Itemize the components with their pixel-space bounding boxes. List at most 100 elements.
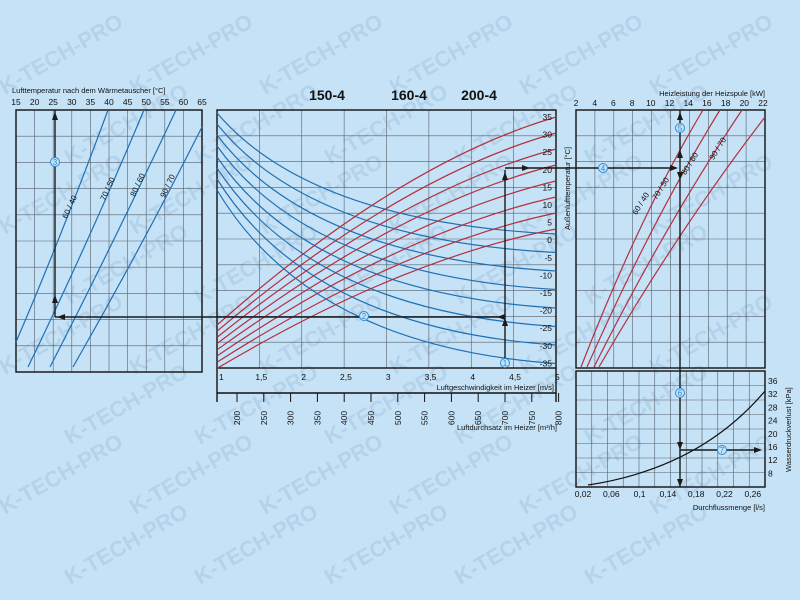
arrow-up bbox=[502, 318, 508, 326]
blue-curve--25 bbox=[216, 167, 557, 328]
blue-curve--5 bbox=[216, 123, 557, 254]
pressure-tick: 20 bbox=[768, 429, 778, 439]
step-marker-number: 1 bbox=[503, 359, 508, 368]
airflow-tick: 550 bbox=[420, 411, 430, 425]
flow-tick: 0,02 bbox=[575, 489, 592, 499]
speed-tick: 5 bbox=[555, 372, 560, 382]
watermark-text: K-TECH-PRO bbox=[645, 289, 777, 380]
left-x-tick: 40 bbox=[104, 97, 114, 107]
step-marker-number: 5 bbox=[678, 124, 683, 133]
kw-tick: 6 bbox=[611, 98, 616, 108]
kw-tick: 12 bbox=[665, 98, 675, 108]
airflow-tick: 800 bbox=[554, 411, 564, 425]
left-x-tick: 65 bbox=[197, 97, 207, 107]
pressure-tick: 16 bbox=[768, 442, 778, 452]
arrow-down bbox=[677, 172, 683, 180]
airflow-tick: 600 bbox=[446, 411, 456, 425]
watermark-text: K-TECH-PRO bbox=[645, 9, 777, 100]
step-marker-circle bbox=[675, 388, 685, 398]
watermark-text: K-TECH-PRO bbox=[515, 429, 647, 520]
temp-tick: -10 bbox=[540, 270, 553, 280]
kw-tick: 4 bbox=[592, 98, 597, 108]
grid-layer bbox=[15, 109, 766, 488]
red-curve-0 bbox=[216, 228, 557, 369]
arrow-left bbox=[57, 314, 65, 320]
left-x-tick: 50 bbox=[141, 97, 151, 107]
speed-tick: 2,5 bbox=[340, 372, 352, 382]
model-header: 160-4 bbox=[391, 87, 427, 103]
watermark-text: K-TECH-PRO bbox=[385, 9, 517, 100]
kw-tick: 10 bbox=[646, 98, 656, 108]
temp-tick: 20 bbox=[543, 165, 553, 175]
arrow-left bbox=[497, 314, 505, 320]
watermark-text: K-TECH-PRO bbox=[385, 429, 517, 520]
pressure-tick: 12 bbox=[768, 455, 778, 465]
speed-tick: 3,5 bbox=[425, 372, 437, 382]
arrow-up bbox=[52, 295, 58, 303]
kw-axis-title: Heizleistung der Heizspule [kW] bbox=[659, 89, 765, 98]
temp-tick: 10 bbox=[543, 200, 553, 210]
arrow-down bbox=[677, 479, 683, 487]
airflow-tick: 250 bbox=[259, 411, 269, 425]
step-marker-circle bbox=[675, 123, 685, 133]
left-x-tick: 35 bbox=[86, 97, 96, 107]
step-marker-number: 4 bbox=[601, 164, 606, 173]
airflow-tick: 450 bbox=[366, 411, 376, 425]
pressure-tick: 24 bbox=[768, 416, 778, 426]
left-curve-90 / 70 bbox=[72, 126, 203, 368]
step-marker-number: 3 bbox=[53, 158, 58, 167]
left-x-tick: 20 bbox=[30, 97, 40, 107]
kw-tick: 16 bbox=[702, 98, 712, 108]
right-panel-frame bbox=[575, 109, 766, 369]
speed-tick: 1,5 bbox=[255, 372, 267, 382]
red-curve-30 bbox=[216, 132, 557, 332]
red-curve-5 bbox=[216, 212, 557, 363]
left-curve-60 / 40 bbox=[15, 109, 109, 343]
red-curve-10 bbox=[216, 196, 557, 357]
watermark-text: K-TECH-PRO bbox=[580, 359, 712, 450]
bottom-panel-frame bbox=[575, 370, 766, 488]
watermark-text: K-TECH-PRO bbox=[580, 219, 712, 310]
airflow-axis-label: Luftdurchsatz im Heizer [m³/h] bbox=[457, 423, 557, 432]
kw-tick: 8 bbox=[630, 98, 635, 108]
arrow-right bbox=[522, 165, 530, 171]
flow-tick: 0,06 bbox=[603, 489, 620, 499]
temp-tick: -35 bbox=[540, 358, 553, 368]
blue-curve--10 bbox=[216, 134, 557, 272]
temp-tick: -15 bbox=[540, 288, 553, 298]
airflow-tick: 700 bbox=[500, 411, 510, 425]
kw-tick: 22 bbox=[758, 98, 768, 108]
temp-tick: 5 bbox=[547, 218, 552, 228]
step-marker-circle bbox=[50, 157, 60, 167]
step-marker-circle bbox=[717, 445, 727, 455]
speed-tick: 3 bbox=[386, 372, 391, 382]
blue-curve--20 bbox=[216, 156, 557, 309]
watermark-text: K-TECH-PRO bbox=[255, 429, 387, 520]
right-curve-label: 90 / 70 bbox=[708, 135, 729, 161]
speed-tick: 4,5 bbox=[509, 372, 521, 382]
arrow-up bbox=[677, 112, 683, 120]
watermark-text: K-TECH-PRO bbox=[580, 499, 712, 590]
temp-tick: -5 bbox=[544, 253, 552, 263]
arrow-right bbox=[670, 165, 678, 171]
temp-tick: 15 bbox=[543, 182, 553, 192]
pressure-tick: 36 bbox=[768, 376, 778, 386]
flow-tick: 0,18 bbox=[688, 489, 705, 499]
example-path-layer: 1 2 3 4 5 6 7 bbox=[50, 110, 762, 487]
temp-tick: 0 bbox=[547, 235, 552, 245]
watermark-text: K-TECH-PRO bbox=[60, 219, 192, 310]
flow-tick: 0,1 bbox=[634, 489, 646, 499]
watermark-text: K-TECH-PRO bbox=[450, 219, 582, 310]
step-marker-circle bbox=[359, 311, 369, 321]
step-marker-circle bbox=[598, 163, 608, 173]
right-curve-70 / 50 bbox=[586, 109, 721, 368]
pressure-tick: 32 bbox=[768, 389, 778, 399]
arrow-right bbox=[754, 447, 762, 453]
airflow-tick: 500 bbox=[393, 411, 403, 425]
watermark-text: K-TECH-PRO bbox=[190, 499, 322, 590]
kw-tick: 18 bbox=[721, 98, 731, 108]
kw-tick: 14 bbox=[683, 98, 693, 108]
blue-curve--35 bbox=[216, 189, 557, 365]
